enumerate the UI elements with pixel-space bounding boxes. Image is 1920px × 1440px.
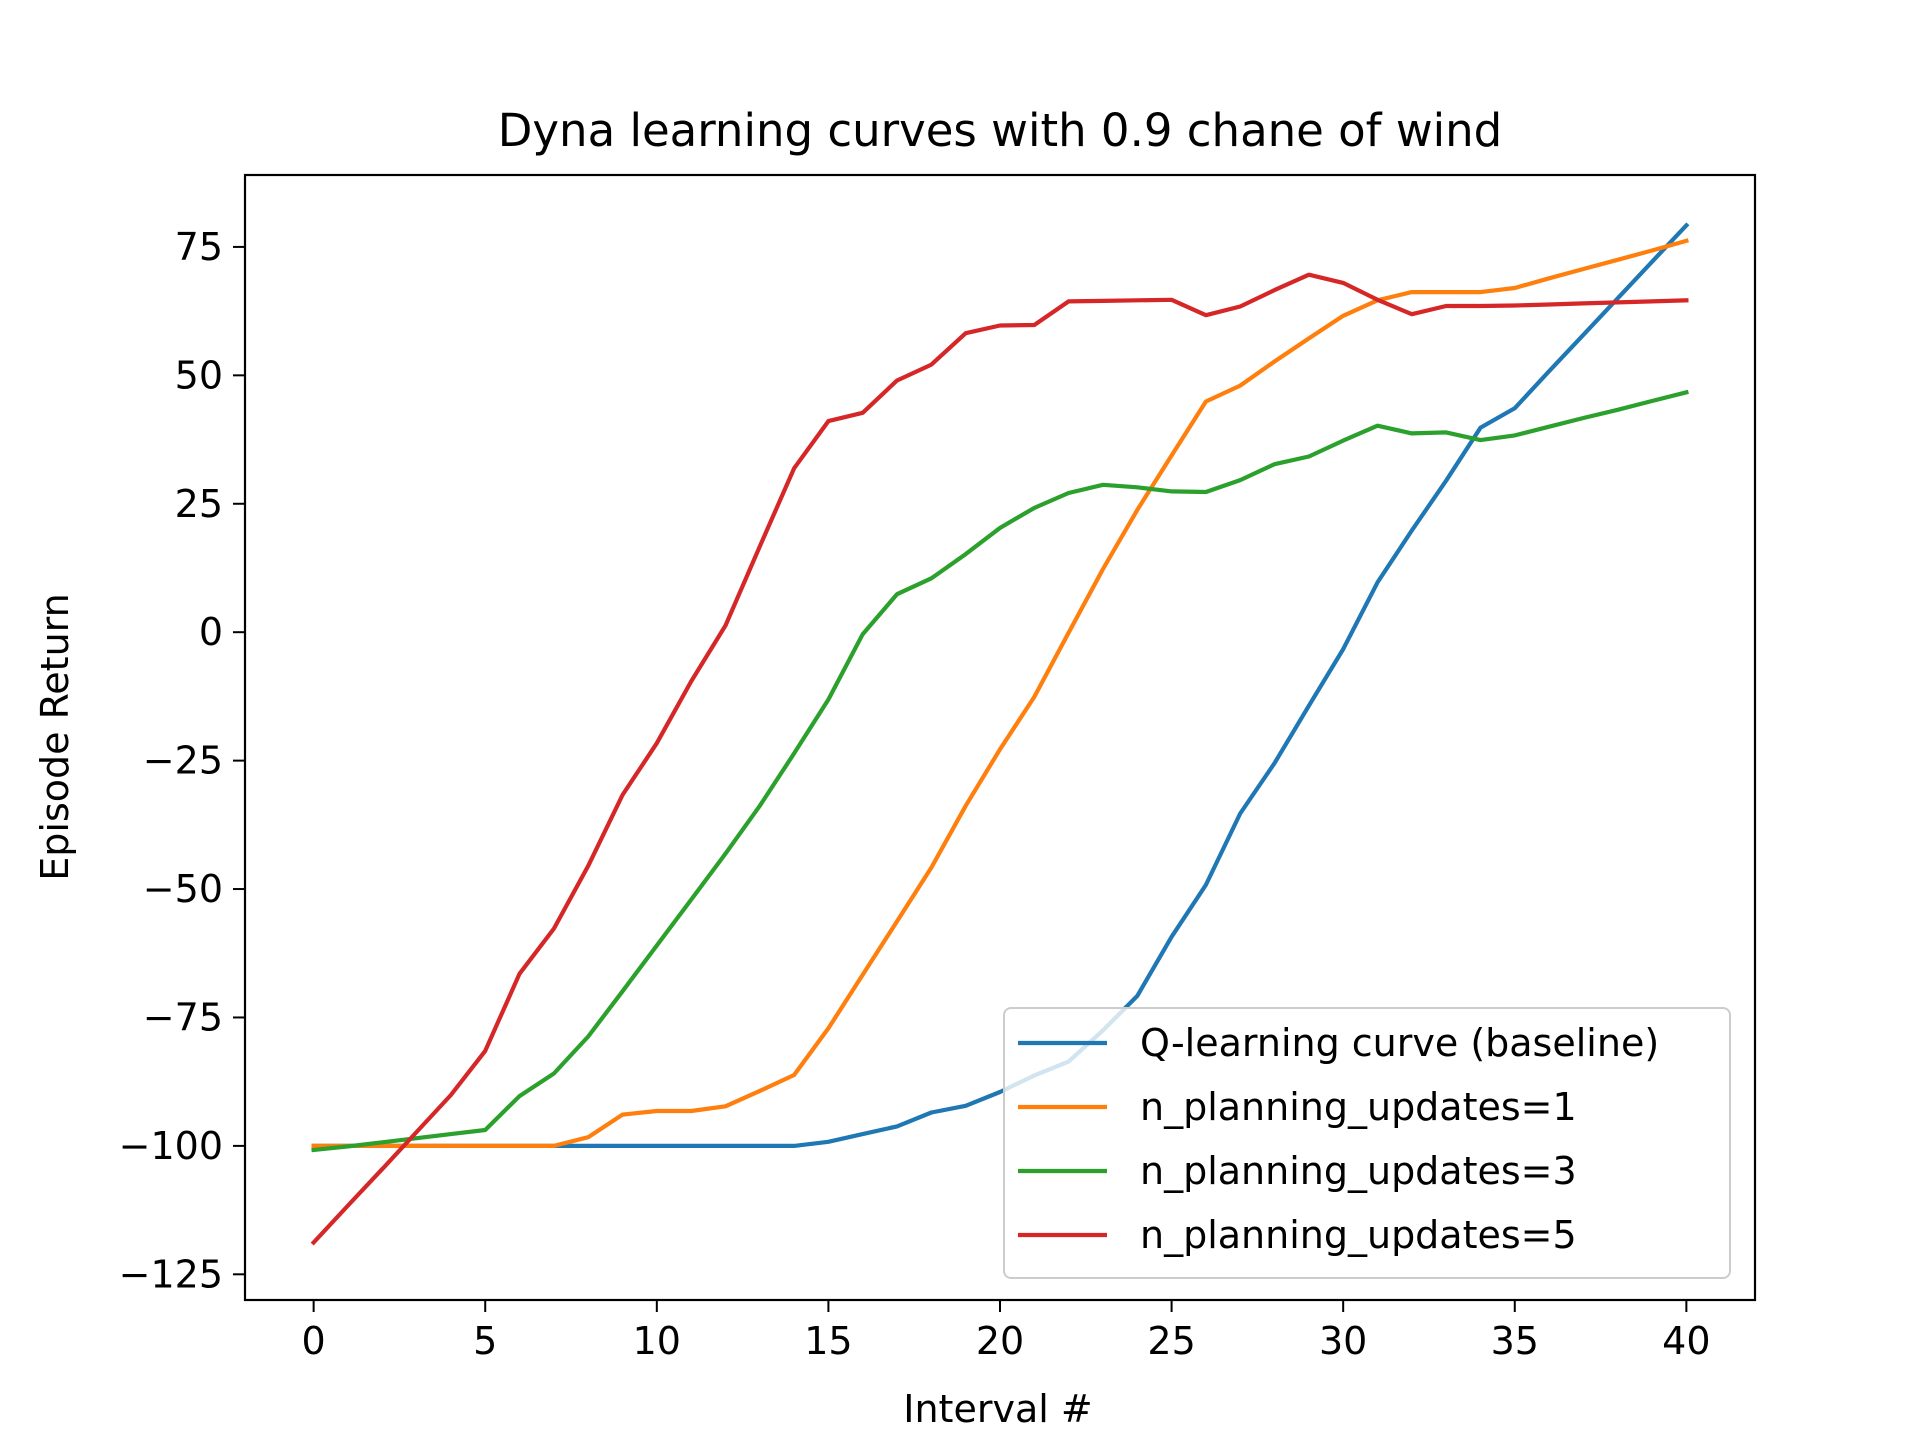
chart-title: Dyna learning curves with 0.9 chane of w…	[498, 104, 1502, 157]
y-tick-label: 25	[175, 482, 223, 526]
x-tick-label: 15	[804, 1319, 852, 1363]
y-tick-label: −125	[119, 1252, 223, 1296]
x-tick-label: 25	[1147, 1319, 1195, 1363]
y-tick-label: −75	[143, 995, 223, 1039]
series-line-2	[311, 238, 1689, 1149]
x-axis: 0 5 10 15 20 25 30 35 40	[302, 1300, 1711, 1363]
x-tick-label: 35	[1491, 1319, 1539, 1363]
plot-area: 0 5 10 15 20 25 30 35 40 75 50 25 0 −25 −50 −75 −100 −12…	[119, 173, 1757, 1363]
x-tick-label: 40	[1662, 1319, 1710, 1363]
y-tick-label: −25	[143, 739, 223, 783]
x-tick-label: 30	[1319, 1319, 1367, 1363]
series-line-3	[311, 389, 1689, 1153]
y-tick-label: 50	[175, 353, 223, 397]
y-tick-label: 75	[175, 225, 223, 269]
y-tick-label: −100	[119, 1124, 223, 1168]
legend-box	[1003, 1007, 1731, 1279]
series-lines	[310, 222, 1690, 1246]
legend-label-2: n_planning_updates=1	[1140, 1085, 1577, 1129]
y-axis: 75 50 25 0 −25 −50 −75 −100 −125	[119, 225, 245, 1296]
legend-label-4: n_planning_updates=5	[1140, 1213, 1577, 1257]
legend-label-1: Q-learning curve (baseline)	[1140, 1021, 1659, 1065]
y-axis-label: Episode Return	[33, 593, 77, 880]
series-line-4	[310, 272, 1689, 1246]
x-tick-label: 0	[302, 1319, 326, 1363]
legend: Q-learning curve (baseline) n_planning_up…	[1003, 1007, 1731, 1279]
x-tick-label: 10	[633, 1319, 681, 1363]
x-tick-label: 5	[473, 1319, 497, 1363]
y-tick-label: 0	[199, 610, 223, 654]
x-axis-label: Interval #	[903, 1387, 1092, 1431]
legend-label-3: n_planning_updates=3	[1140, 1149, 1577, 1193]
x-tick-label: 20	[976, 1319, 1024, 1363]
y-tick-label: −50	[143, 867, 223, 911]
